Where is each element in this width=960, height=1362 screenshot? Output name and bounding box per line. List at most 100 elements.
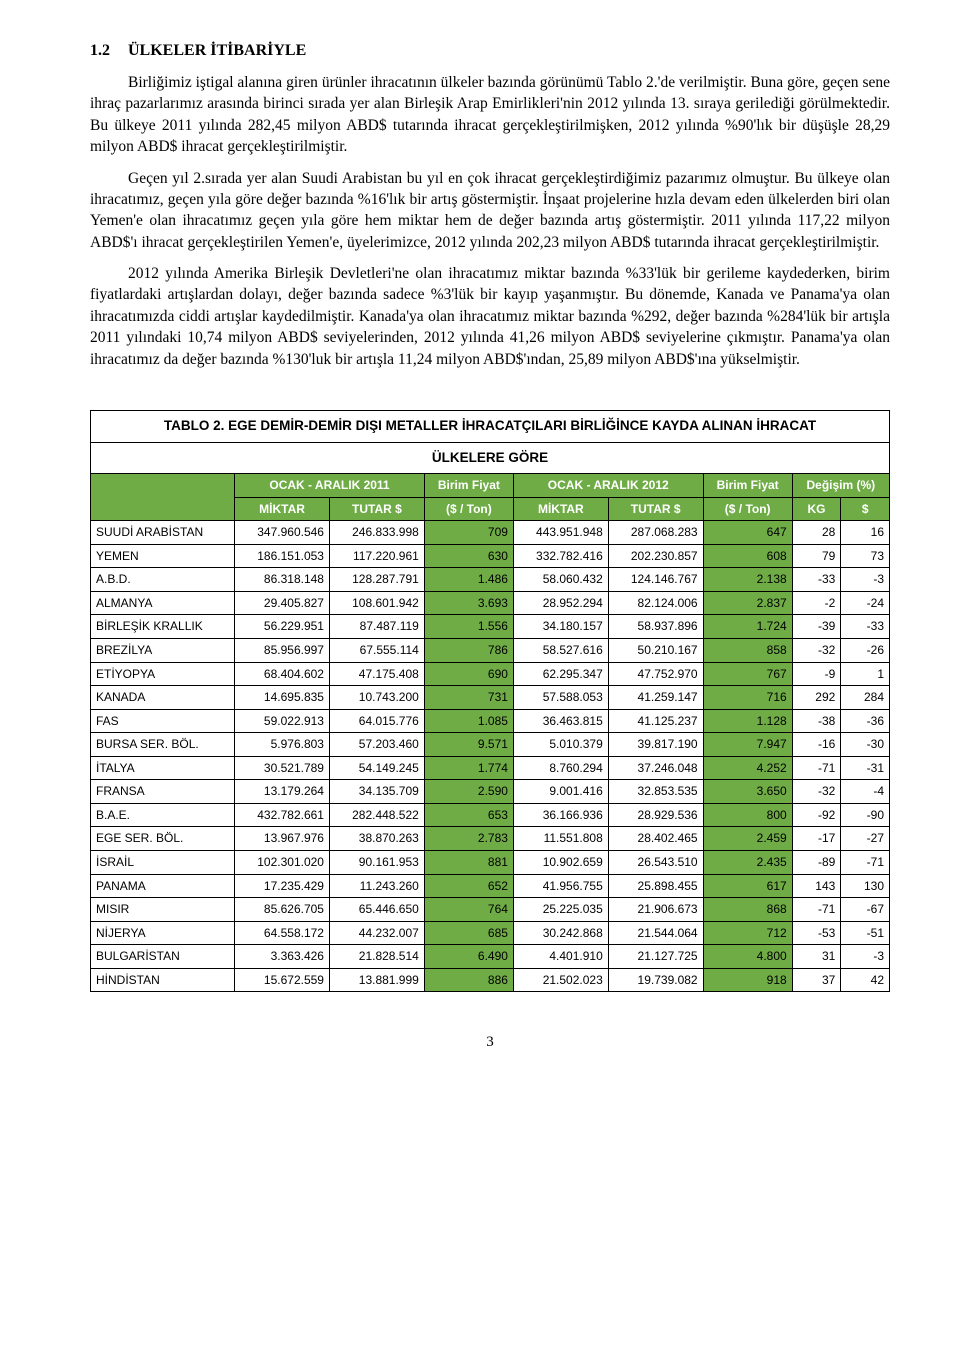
table-cell: 19.739.082 [608,968,703,992]
table-cell: ALMANYA [91,591,235,615]
table-cell: -4 [841,780,890,804]
table-cell: 7.947 [703,733,792,757]
table-cell: 617 [703,874,792,898]
table-cell: 13.179.264 [235,780,330,804]
table-cell: 1.724 [703,615,792,639]
table-cell: 5.010.379 [513,733,608,757]
paragraph-2: Geçen yıl 2.sırada yer alan Suudi Arabis… [90,168,890,254]
col-bf-2011: Birim Fiyat [424,474,513,498]
table-cell: 332.782.416 [513,544,608,568]
table-row: SUUDİ ARABİSTAN347.960.546246.833.998709… [91,521,890,545]
table-cell: 14.695.835 [235,686,330,710]
col-bfton-2012: ($ / Ton) [703,497,792,521]
table-cell: -53 [792,921,841,945]
col-bfton-2011: ($ / Ton) [424,497,513,521]
table-cell: 10.743.200 [329,686,424,710]
table-cell: 108.601.942 [329,591,424,615]
col-period-2011: OCAK - ARALIK 2011 [235,474,425,498]
table-cell: 50.210.167 [608,639,703,663]
table-2-container: TABLO 2. EGE DEMİR-DEMİR DIŞI METALLER İ… [90,410,890,992]
table-cell: 73 [841,544,890,568]
col-period-2012: OCAK - ARALIK 2012 [513,474,703,498]
table-row: PANAMA17.235.42911.243.26065241.956.7552… [91,874,890,898]
table-cell: 28.929.536 [608,803,703,827]
table-cell: -38 [792,709,841,733]
table-cell: 630 [424,544,513,568]
table-title-2: ÜLKELERE GÖRE [91,442,890,474]
table-cell: 34.180.157 [513,615,608,639]
table-cell: 41.956.755 [513,874,608,898]
table-cell: 1.128 [703,709,792,733]
table-cell: 9.571 [424,733,513,757]
table-cell: 90.161.953 [329,850,424,874]
table-cell: 65.446.650 [329,898,424,922]
table-row: KANADA14.695.83510.743.20073157.588.0534… [91,686,890,710]
table-cell: 858 [703,639,792,663]
table-cell: -17 [792,827,841,851]
table-cell: ETİYOPYA [91,662,235,686]
table-cell: PANAMA [91,874,235,898]
table-cell: 54.149.245 [329,756,424,780]
table-cell: 1.774 [424,756,513,780]
col-dollar: $ [841,497,890,521]
table-cell: 652 [424,874,513,898]
table-cell: 25.898.455 [608,874,703,898]
table-cell: -16 [792,733,841,757]
table-cell: -26 [841,639,890,663]
table-cell: -24 [841,591,890,615]
table-cell: 56.229.951 [235,615,330,639]
table-cell: 37.246.048 [608,756,703,780]
table-cell: 712 [703,921,792,945]
table-cell: 130 [841,874,890,898]
table-cell: NİJERYA [91,921,235,945]
table-cell: 28.402.465 [608,827,703,851]
table-cell: -32 [792,639,841,663]
table-cell: 21.502.023 [513,968,608,992]
table-row: ALMANYA29.405.827108.601.9423.69328.952.… [91,591,890,615]
table-cell: 764 [424,898,513,922]
table-cell: -33 [792,568,841,592]
table-cell: -27 [841,827,890,851]
table-cell: 287.068.283 [608,521,703,545]
table-cell: 767 [703,662,792,686]
table-cell: FAS [91,709,235,733]
table-cell: 28.952.294 [513,591,608,615]
table-row: FAS59.022.91364.015.7761.08536.463.81541… [91,709,890,733]
table-cell: -3 [841,945,890,969]
table-cell: 881 [424,850,513,874]
table-cell: -2 [792,591,841,615]
table-cell: 82.124.006 [608,591,703,615]
table-cell: SUUDİ ARABİSTAN [91,521,235,545]
table-cell: 87.487.119 [329,615,424,639]
table-row: B.A.E.432.782.661282.448.52265336.166.93… [91,803,890,827]
paragraph-1: Birliğimiz iştigal alanına giren ürünler… [90,72,890,158]
table-title-1: TABLO 2. EGE DEMİR-DEMİR DIŞI METALLER İ… [91,410,890,442]
table-row: İTALYA30.521.78954.149.2451.7748.760.294… [91,756,890,780]
table-cell: 800 [703,803,792,827]
table-cell: 31 [792,945,841,969]
table-cell: -33 [841,615,890,639]
table-cell: 918 [703,968,792,992]
table-cell: İSRAİL [91,850,235,874]
table-row: BULGARİSTAN3.363.42621.828.5146.4904.401… [91,945,890,969]
table-cell: 13.881.999 [329,968,424,992]
table-cell: 886 [424,968,513,992]
table-cell: 4.252 [703,756,792,780]
table-cell: BURSA SER. BÖL. [91,733,235,757]
table-cell: 3.650 [703,780,792,804]
table-cell: 4.800 [703,945,792,969]
table-cell: 85.626.705 [235,898,330,922]
table-cell: -71 [792,756,841,780]
table-row: FRANSA13.179.26434.135.7092.5909.001.416… [91,780,890,804]
table-cell: 86.318.148 [235,568,330,592]
table-cell: 37 [792,968,841,992]
table-cell: 17.235.429 [235,874,330,898]
table-cell: 21.127.725 [608,945,703,969]
col-tutar-2011: TUTAR $ [329,497,424,521]
table-cell: 41.259.147 [608,686,703,710]
section-number: 1.2 [90,40,110,62]
table-cell: 5.976.803 [235,733,330,757]
table-cell: 58.937.896 [608,615,703,639]
table-cell: 443.951.948 [513,521,608,545]
table-cell: -71 [841,850,890,874]
